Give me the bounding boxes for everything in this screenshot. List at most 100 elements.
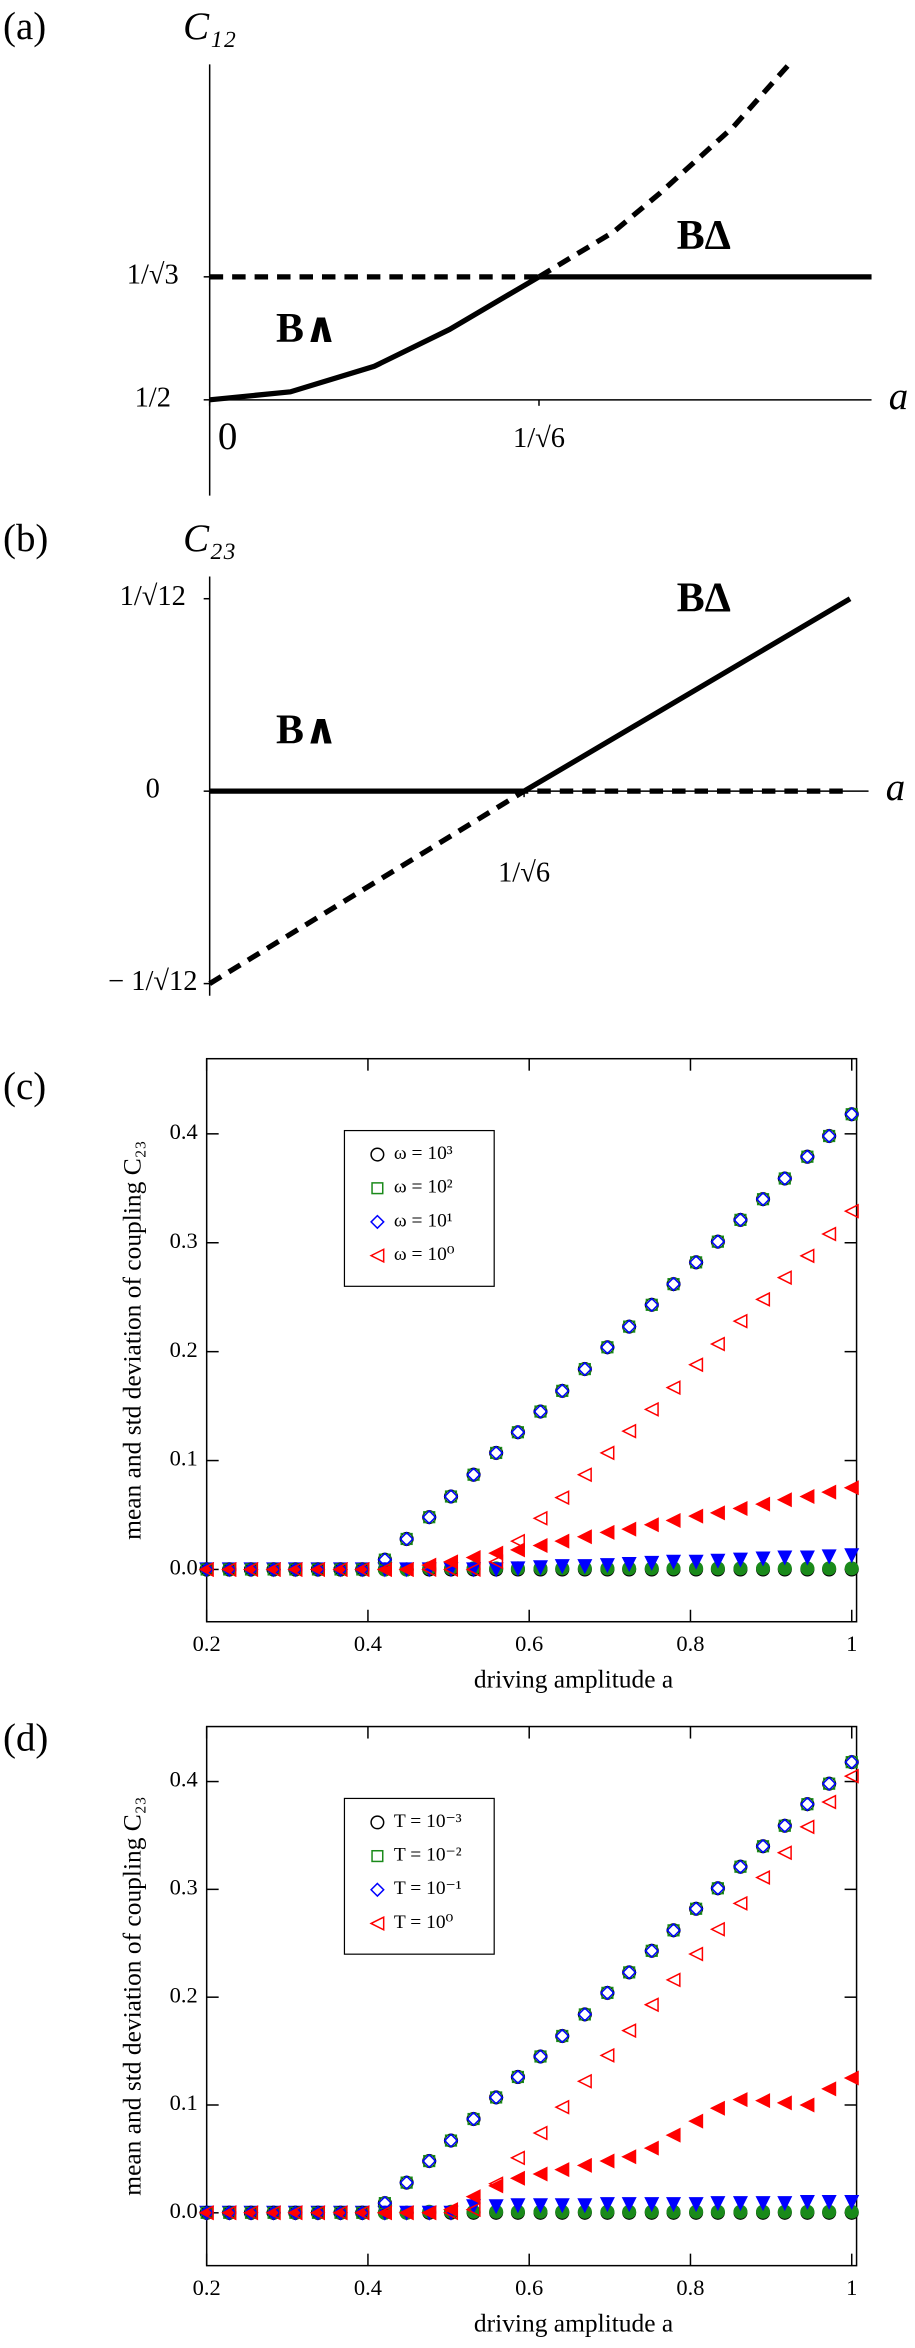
curve (209, 596, 852, 794)
y-tick-label: 0.0 (170, 2198, 198, 2223)
point (510, 1425, 525, 1440)
point (799, 2097, 815, 2113)
point (489, 1445, 504, 1460)
point (688, 1357, 704, 1373)
point (776, 1492, 792, 1508)
point (333, 1562, 348, 1577)
annotation: BΔ (677, 213, 731, 259)
point (399, 2175, 414, 2190)
legend-box (343, 1129, 495, 1287)
point (467, 1468, 480, 1481)
point (709, 2100, 725, 2116)
point (444, 2134, 458, 2147)
x-axis-label: driving amplitude a (474, 2308, 673, 2337)
point (755, 1291, 771, 1307)
point (799, 1819, 815, 1835)
point (556, 2029, 569, 2043)
point (243, 2205, 259, 2221)
legend-marker (370, 1815, 385, 1830)
point (710, 1553, 726, 1569)
point (732, 1500, 748, 1516)
point (443, 2133, 459, 2148)
point (555, 1383, 570, 1398)
legend-label: T = 10⁻² (394, 1845, 462, 1866)
point (844, 1561, 859, 1576)
point (821, 1226, 837, 1242)
point (777, 2196, 793, 2212)
point (511, 1426, 525, 1439)
point (645, 1298, 658, 1311)
point (688, 1554, 704, 1570)
point (822, 1128, 837, 1144)
point (554, 1559, 570, 1575)
point (310, 2205, 326, 2221)
point (844, 2194, 860, 2210)
point (821, 1484, 837, 1500)
panel-label: (a) (3, 5, 46, 48)
y-tick-label: 0.2 (170, 1982, 198, 2007)
point (198, 1561, 214, 1577)
point (490, 1446, 503, 1460)
point (755, 1839, 771, 1854)
point (732, 1895, 748, 1911)
point (421, 2205, 437, 2221)
point (199, 2205, 215, 2221)
point (554, 2099, 570, 2115)
point (554, 2028, 570, 2044)
point (354, 2205, 370, 2221)
point (733, 1859, 748, 1875)
y-tick-label: 1/√3 (127, 259, 179, 290)
point (690, 1256, 703, 1269)
curve (537, 57, 796, 280)
point (845, 1756, 858, 1769)
x-axis-label: a (886, 766, 905, 809)
point (821, 1794, 837, 1810)
point (423, 2154, 436, 2168)
point (465, 2189, 481, 2205)
point (621, 1521, 637, 1537)
point (399, 2175, 414, 2190)
point (733, 1212, 748, 1227)
point (332, 2205, 348, 2221)
point (666, 1922, 681, 1938)
point (732, 2196, 748, 2212)
point (421, 1509, 437, 1525)
annotation: BΔ (677, 576, 731, 622)
point (801, 1798, 814, 1811)
point (644, 1555, 660, 1571)
point (665, 1380, 681, 1396)
point (422, 2154, 437, 2169)
panel-label: (c) (3, 1065, 46, 1108)
point (510, 2069, 526, 2085)
point (510, 1561, 526, 1577)
point (533, 1404, 548, 1419)
y-tick-label: 1/√12 (120, 581, 186, 612)
point (665, 1972, 681, 1988)
point (756, 1840, 770, 1853)
point (554, 2162, 570, 2178)
point (599, 1445, 615, 1461)
curve (208, 788, 851, 986)
point (532, 1560, 548, 1576)
point (577, 2198, 593, 2214)
point (666, 1554, 682, 1570)
point (755, 1191, 771, 1207)
point (844, 1548, 860, 1564)
point (799, 1488, 815, 1504)
point (733, 1212, 748, 1228)
point (554, 1490, 570, 1506)
point (821, 1549, 837, 1565)
legend-marker (369, 1915, 385, 1931)
point (755, 1192, 771, 1207)
panel-label: (d) (3, 1716, 48, 1759)
point (510, 1424, 526, 1440)
x-tick-label: 0 (218, 415, 237, 458)
point (621, 2023, 637, 2039)
legend-label: ω = 10⁰ (394, 1244, 455, 1265)
point (510, 2069, 525, 2084)
point (577, 2007, 592, 2022)
legend-label: ω = 10³ (394, 1143, 453, 1164)
y-tick-label: 0.3 (170, 1875, 198, 1900)
point (755, 2196, 771, 2212)
